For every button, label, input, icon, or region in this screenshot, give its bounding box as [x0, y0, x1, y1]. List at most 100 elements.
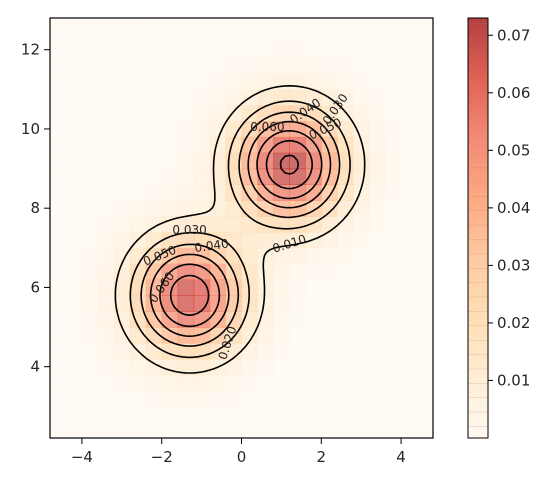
density-cell	[369, 89, 386, 106]
density-cell	[337, 390, 354, 407]
density-cell	[177, 216, 195, 233]
density-cell	[401, 216, 418, 233]
density-cell	[273, 422, 290, 438]
density-cell	[353, 342, 370, 360]
density-cell	[50, 57, 67, 75]
density-cell	[257, 263, 275, 281]
density-cell	[241, 121, 259, 138]
density-cell	[65, 390, 83, 407]
density-cell	[145, 279, 163, 296]
density-cell	[353, 73, 370, 90]
density-cell	[193, 263, 211, 281]
density-cell	[289, 279, 306, 296]
contour-line	[279, 154, 299, 175]
density-cell	[193, 18, 211, 27]
density-cell	[353, 358, 370, 376]
density-cell	[161, 89, 179, 106]
density-cell	[145, 390, 163, 407]
density-cell	[337, 327, 354, 344]
density-cell	[369, 25, 386, 43]
density-cell	[417, 25, 433, 43]
colorbar-tick-label: 0.03	[497, 256, 530, 274]
density-cell	[97, 105, 115, 122]
density-cell	[305, 247, 322, 265]
density-cell	[385, 216, 402, 233]
density-cell	[337, 41, 354, 59]
density-cell	[209, 168, 227, 186]
density-cell	[193, 216, 211, 233]
density-cell	[113, 374, 131, 392]
density-cell	[241, 136, 259, 154]
density-cell	[369, 73, 386, 90]
density-cell	[129, 105, 147, 122]
density-cell	[50, 89, 67, 106]
density-cell	[129, 25, 147, 43]
density-cell	[97, 422, 115, 438]
density-cell	[369, 247, 386, 265]
density-cell	[401, 41, 418, 59]
density-cell	[97, 41, 115, 59]
density-cell	[385, 247, 402, 265]
density-cell	[225, 121, 243, 138]
density-cell	[145, 57, 163, 75]
density-cell	[337, 231, 354, 249]
density-cell	[273, 295, 290, 312]
density-cell	[81, 41, 99, 59]
density-cell	[369, 136, 386, 154]
density-cell	[321, 121, 338, 138]
density-cell	[65, 184, 83, 201]
density-cell	[401, 152, 418, 170]
density-cell	[50, 41, 67, 59]
density-cell	[177, 121, 195, 138]
density-cell	[305, 89, 322, 106]
density-cell	[385, 25, 402, 43]
density-cell	[305, 279, 322, 296]
density-cell	[113, 184, 131, 201]
density-cell	[193, 390, 211, 407]
density-cell	[321, 41, 338, 59]
density-cell	[81, 200, 99, 217]
density-cell	[193, 184, 211, 201]
density-cell	[177, 374, 195, 392]
density-cell	[193, 279, 211, 296]
density-cell	[129, 422, 147, 438]
density-cell	[225, 136, 243, 154]
density-cell	[97, 279, 115, 296]
density-cell	[113, 57, 131, 75]
density-cell	[177, 342, 195, 360]
density-cell	[337, 374, 354, 392]
density-cell	[369, 168, 386, 186]
density-cell	[241, 152, 259, 170]
density-cell	[257, 327, 275, 344]
density-cell	[257, 295, 275, 312]
density-cell	[97, 358, 115, 376]
density-cell	[321, 57, 338, 75]
density-cell	[65, 295, 83, 312]
density-cell	[145, 263, 163, 281]
density-cell	[97, 327, 115, 344]
density-cell	[417, 231, 433, 249]
density-cell	[321, 295, 338, 312]
density-cell	[65, 18, 83, 27]
density-cell	[289, 374, 306, 392]
density-cell	[401, 406, 418, 423]
density-cell	[225, 358, 243, 376]
density-cell	[81, 168, 99, 186]
density-cell	[161, 200, 179, 217]
contour-line	[114, 85, 366, 374]
density-cell	[97, 57, 115, 75]
density-cell	[289, 342, 306, 360]
density-cell	[177, 136, 195, 154]
density-cell	[97, 231, 115, 249]
density-cell	[369, 200, 386, 217]
density-cell	[369, 41, 386, 59]
density-cell	[321, 406, 338, 423]
density-cell	[129, 168, 147, 186]
density-cell	[209, 136, 227, 154]
density-cell	[97, 136, 115, 154]
density-cell	[241, 406, 259, 423]
colorbar-fill	[468, 18, 488, 438]
colorbar-tick-label: 0.07	[497, 26, 530, 44]
density-cell	[337, 311, 354, 328]
density-cell	[385, 184, 402, 201]
